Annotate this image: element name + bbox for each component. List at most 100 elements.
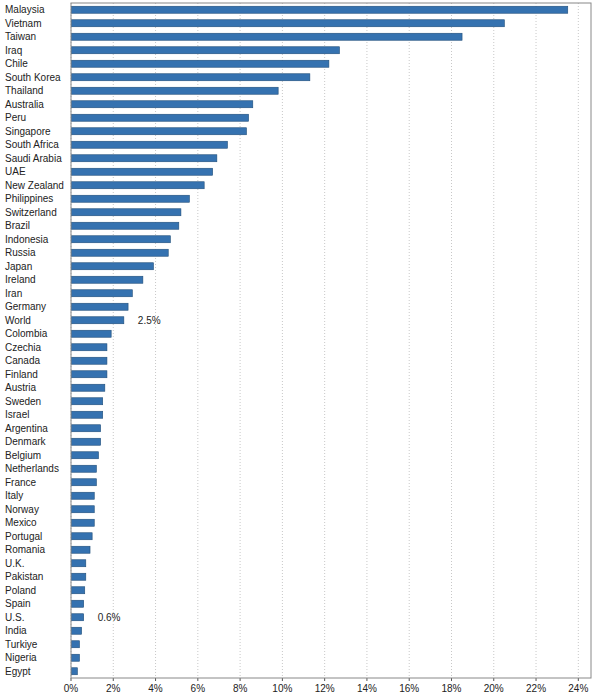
category-label: Italy <box>5 490 23 501</box>
bar <box>71 114 249 121</box>
category-label: World <box>5 315 31 326</box>
category-label: Saudi Arabia <box>5 153 62 164</box>
category-label: Vietnam <box>5 18 42 29</box>
bar <box>71 168 213 175</box>
category-label: Colombia <box>5 328 48 339</box>
category-label: U.K. <box>5 558 24 569</box>
bar <box>71 573 86 580</box>
bar <box>71 47 339 54</box>
bar <box>71 560 86 567</box>
bar <box>71 249 168 256</box>
category-label: Russia <box>5 247 36 258</box>
bar <box>71 492 94 499</box>
category-label: Pakistan <box>5 571 43 582</box>
category-label: Ireland <box>5 274 36 285</box>
bar <box>71 344 107 351</box>
bar <box>71 276 143 283</box>
grid-line <box>324 3 325 678</box>
bar <box>71 668 77 675</box>
category-label: Australia <box>5 99 44 110</box>
category-label: Israel <box>5 409 29 420</box>
bar <box>71 60 329 67</box>
tick-label: 24% <box>568 683 588 694</box>
category-label: UAE <box>5 166 26 177</box>
bar <box>71 587 85 594</box>
grid-line <box>536 3 537 678</box>
bar <box>71 600 84 607</box>
bar <box>71 546 90 553</box>
category-label: U.S. <box>5 612 24 623</box>
grid-line <box>366 3 367 678</box>
bar <box>71 533 92 540</box>
bar <box>71 236 170 243</box>
tick-label: 10% <box>272 683 292 694</box>
bar <box>71 222 179 229</box>
category-label: Peru <box>5 112 26 123</box>
bar <box>71 195 189 202</box>
category-label: Turkiye <box>5 639 38 650</box>
category-label: Iraq <box>5 45 22 56</box>
tick-label: 20% <box>484 683 504 694</box>
category-label: South Korea <box>5 72 61 83</box>
bar <box>71 452 98 459</box>
category-label: France <box>5 477 37 488</box>
tick-label: 0% <box>64 683 79 694</box>
bar <box>71 303 128 310</box>
bar <box>71 141 227 148</box>
bar <box>71 263 153 270</box>
bar <box>71 627 82 634</box>
bar <box>71 614 84 621</box>
bars <box>71 6 568 675</box>
tick-label: 2% <box>106 683 121 694</box>
bar <box>71 209 181 216</box>
plot-frame <box>71 3 591 678</box>
grid-line <box>451 3 452 678</box>
bar <box>71 479 96 486</box>
bar <box>71 6 568 13</box>
tick-label: 12% <box>315 683 335 694</box>
tick-label: 18% <box>441 683 461 694</box>
category-label: Czechia <box>5 342 42 353</box>
bar <box>71 641 79 648</box>
bar <box>71 87 278 94</box>
category-label: Argentina <box>5 423 48 434</box>
bar <box>71 384 105 391</box>
bar <box>71 33 462 40</box>
category-label: India <box>5 625 27 636</box>
category-label: Portugal <box>5 531 42 542</box>
bar <box>71 357 107 364</box>
category-label: South Africa <box>5 139 59 150</box>
grid-line <box>493 3 494 678</box>
category-label: Spain <box>5 598 31 609</box>
bar <box>71 330 111 337</box>
tick-label: 6% <box>191 683 206 694</box>
value-label: 0.6% <box>98 612 121 623</box>
tick-label: 22% <box>526 683 546 694</box>
grid-line <box>578 3 579 678</box>
category-label: Thailand <box>5 85 43 96</box>
category-label: Canada <box>5 355 40 366</box>
category-label: Chile <box>5 58 28 69</box>
bar <box>71 465 96 472</box>
tick-label: 16% <box>399 683 419 694</box>
tick-label: 4% <box>148 683 163 694</box>
bar <box>71 290 132 297</box>
bar <box>71 654 79 661</box>
category-label: Germany <box>5 301 46 312</box>
category-label: Indonesia <box>5 234 49 245</box>
tick-label: 14% <box>357 683 377 694</box>
chart: 0%2%4%6%8%10%12%14%16%18%20%22%24%Malays… <box>0 0 600 699</box>
value-label: 2.5% <box>138 315 161 326</box>
bar <box>71 438 101 445</box>
category-label: Nigeria <box>5 652 37 663</box>
bar <box>71 398 103 405</box>
bar <box>71 128 246 135</box>
bar <box>71 411 103 418</box>
bar <box>71 506 94 513</box>
category-label: Japan <box>5 261 32 272</box>
bar <box>71 182 204 189</box>
bar <box>71 317 124 324</box>
grid-line <box>282 3 283 678</box>
category-label: Poland <box>5 585 36 596</box>
category-label: Mexico <box>5 517 37 528</box>
